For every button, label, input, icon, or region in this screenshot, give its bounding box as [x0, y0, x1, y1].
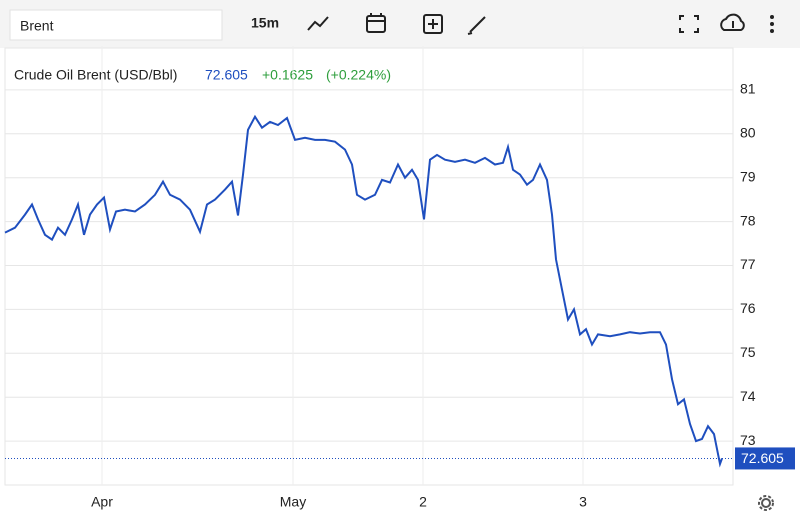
y-tick-label: 77 [740, 256, 756, 272]
last-price-box [735, 447, 795, 470]
y-tick-label: 78 [740, 212, 756, 228]
download-icon[interactable] [720, 13, 745, 31]
price-line [4, 114, 723, 468]
menu-icon[interactable] [770, 15, 774, 33]
x-tick-label: 2 [419, 494, 427, 510]
x-tick-label: May [280, 494, 306, 510]
plot-area [4, 47, 734, 486]
y-tick-label: 73 [740, 432, 756, 448]
y-tick-label: 79 [740, 168, 756, 184]
calendar-icon[interactable] [366, 13, 386, 33]
header-last: 72.605 [205, 67, 248, 83]
fullscreen-icon[interactable] [679, 15, 699, 33]
chart-type-icon[interactable] [307, 16, 329, 31]
add-icon[interactable] [423, 14, 443, 34]
search-box[interactable] [9, 9, 223, 41]
chart-title: Crude Oil Brent (USD/Bbl) [14, 67, 177, 83]
draw-icon[interactable] [467, 16, 486, 35]
last-price-label: 72.605 [741, 450, 784, 466]
y-tick-label: 75 [740, 344, 756, 360]
y-tick-label: 76 [740, 300, 756, 316]
x-tick-label: Apr [91, 494, 113, 510]
settings-icon[interactable] [758, 495, 774, 511]
y-tick-label: 80 [740, 125, 756, 141]
header-change: +0.1625 [262, 67, 313, 83]
interval-button[interactable]: 15m [251, 15, 279, 31]
y-tick-label: 81 [740, 81, 756, 97]
header-change-pct: (+0.224%) [326, 67, 391, 83]
y-tick-label: 74 [740, 388, 756, 404]
x-tick-label: 3 [579, 494, 587, 510]
search-text: Brent [20, 18, 54, 34]
